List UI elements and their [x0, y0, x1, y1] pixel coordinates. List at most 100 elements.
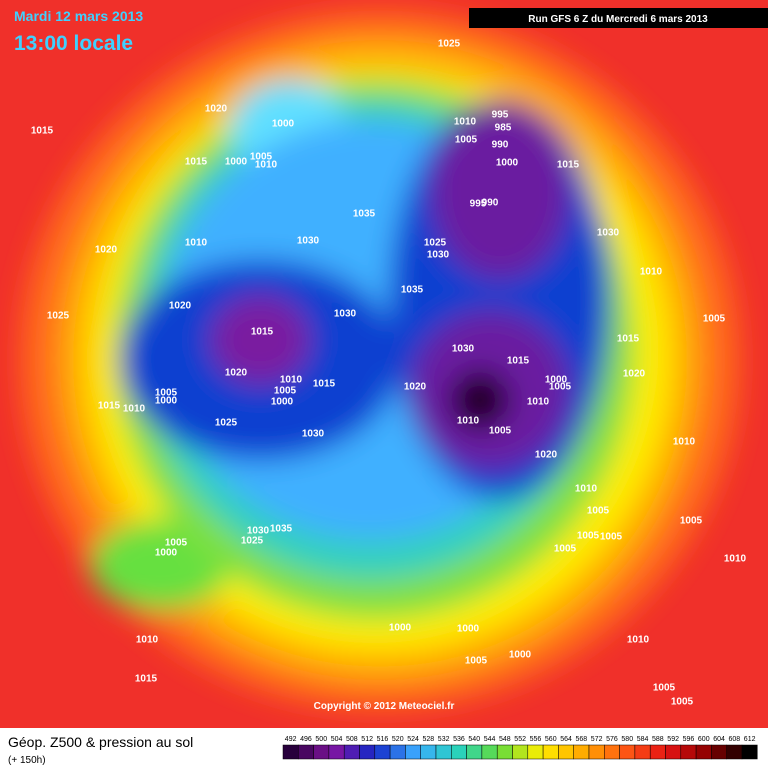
pressure-label: 1025: [424, 238, 447, 249]
pressure-label: 1030: [334, 309, 357, 320]
pressure-label: 1020: [404, 382, 427, 393]
legend-label: 580: [621, 736, 633, 743]
legend-swatch: [298, 744, 314, 760]
pressure-label: 1005: [465, 656, 488, 667]
pressure-label: 1015: [557, 160, 580, 171]
legend-swatch: [588, 744, 605, 760]
pressure-label: 1005: [250, 152, 273, 163]
legend-label: 568: [576, 736, 588, 743]
pressure-label: 1025: [215, 418, 238, 429]
legend-swatch: [496, 744, 513, 760]
legend-label: 524: [407, 736, 419, 743]
pressure-label: 1000: [545, 375, 568, 386]
pressure-label: 1025: [438, 39, 461, 50]
pressure-label: 1035: [353, 209, 376, 220]
legend-label: 576: [606, 736, 618, 743]
pressure-label: 1010: [640, 267, 663, 278]
pressure-label: 1005: [653, 683, 676, 694]
legend-label: 600: [698, 736, 710, 743]
pressure-label: 1015: [507, 356, 530, 367]
pressure-label: 1020: [169, 301, 192, 312]
legend-label: 500: [315, 736, 327, 743]
pressure-label: 1015: [313, 379, 336, 390]
legend-label: 596: [683, 736, 695, 743]
legend-swatch: [389, 744, 406, 760]
legend-label: 556: [530, 736, 542, 743]
pressure-label: 1020: [95, 245, 118, 256]
pressure-label: 1010: [575, 484, 598, 495]
pressure-label: 1020: [623, 369, 646, 380]
legend-label: 520: [392, 736, 404, 743]
legend-swatch: [726, 744, 743, 760]
pressure-label: 1015: [251, 327, 274, 338]
pressure-label: 1015: [31, 126, 54, 137]
legend-label: 532: [438, 736, 450, 743]
legend-swatch: [466, 744, 483, 760]
pressure-label: 1015: [617, 334, 640, 345]
pressure-label: 1010: [724, 554, 747, 565]
legend-swatch: [695, 744, 712, 760]
pressure-label: 1020: [205, 104, 228, 115]
pressure-label: 990: [492, 140, 509, 151]
legend-label: 540: [468, 736, 480, 743]
legend-swatch: [512, 744, 529, 760]
pressure-label: 1030: [297, 236, 320, 247]
pressure-label: 1000: [457, 624, 480, 635]
pressure-label: 985: [495, 123, 512, 134]
legend-label: 592: [667, 736, 679, 743]
pressure-label: 1010: [255, 160, 278, 171]
legend-swatch: [604, 744, 620, 760]
pressure-label: 1025: [241, 536, 264, 547]
pressure-label: 1000: [272, 119, 295, 130]
pressure-label: 1010: [123, 404, 146, 415]
pressure-label: 1030: [427, 250, 450, 261]
geopotential-field: [20, 10, 740, 710]
pressure-label: 1030: [247, 526, 270, 537]
pressure-label: 1015: [135, 674, 158, 685]
legend-label: 496: [300, 736, 312, 743]
pressure-label: 995: [492, 110, 509, 121]
pressure-label: 1030: [597, 228, 620, 239]
legend-label: 544: [484, 736, 496, 743]
pressure-label: 1010: [136, 635, 159, 646]
legend-swatch: [343, 744, 360, 760]
legend-swatch: [481, 744, 498, 760]
pressure-label: 1010: [185, 238, 208, 249]
legend-label: 588: [652, 736, 664, 743]
pressure-label: 1000: [155, 548, 178, 559]
pressure-label: 1005: [577, 531, 600, 542]
legend-swatch: [420, 744, 437, 760]
pressure-label: 1005: [489, 426, 512, 437]
legend-swatch: [359, 744, 376, 760]
legend-swatch: [711, 744, 727, 760]
legend-swatch: [680, 744, 697, 760]
pressure-label: 1005: [703, 314, 726, 325]
legend-swatch: [451, 744, 467, 760]
pressure-label: 1010: [454, 117, 477, 128]
legend-label: 548: [499, 736, 511, 743]
legend-swatch: [405, 744, 421, 760]
pressure-label: 1010: [457, 416, 480, 427]
legend-swatch: [313, 744, 330, 760]
pressure-label: 1035: [401, 285, 424, 296]
legend-label: 512: [361, 736, 373, 743]
legend-label: 536: [453, 736, 465, 743]
pressure-label: 1010: [527, 397, 550, 408]
footer-title: Géop. Z500 & pression au sol: [8, 734, 193, 750]
legend-label: 508: [346, 736, 358, 743]
pressure-label: 1020: [225, 368, 248, 379]
map-time: 13:00 locale: [14, 32, 133, 55]
pressure-label: 1000: [509, 650, 532, 661]
map-date: Mardi 12 mars 2013: [14, 8, 143, 24]
pressure-label: 1015: [185, 157, 208, 168]
legend-swatch: [328, 744, 345, 760]
legend-swatch: [527, 744, 544, 760]
pressure-label: 1005: [554, 544, 577, 555]
pressure-label: 1000: [496, 158, 519, 169]
pressure-label: 1005: [455, 135, 478, 146]
pressure-label: 1010: [627, 635, 650, 646]
pressure-label: 995: [470, 199, 487, 210]
legend-label: 492: [285, 736, 297, 743]
pressure-label: 1005: [165, 538, 188, 549]
